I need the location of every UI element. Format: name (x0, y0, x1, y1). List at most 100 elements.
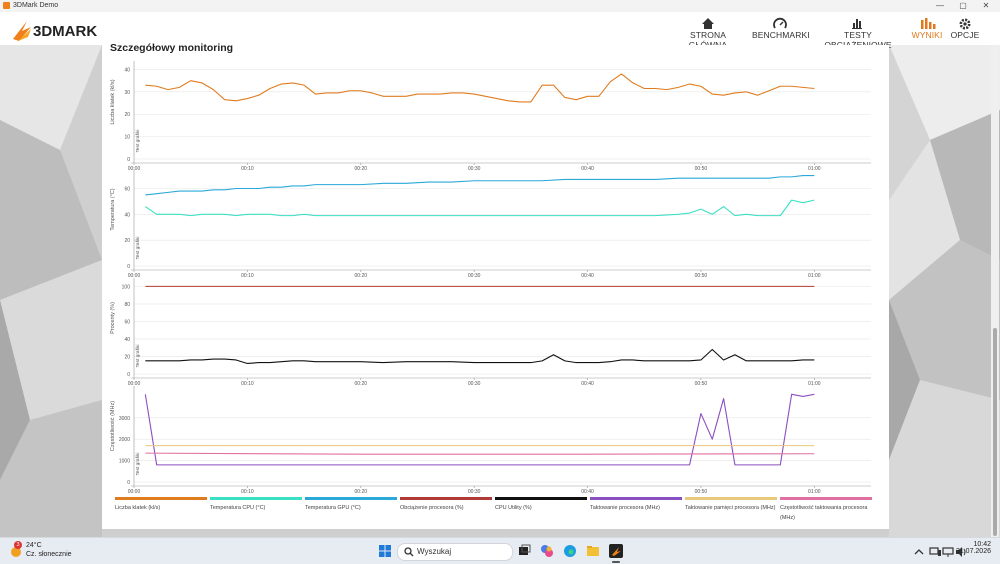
x-tick-label: 00:30 (468, 489, 481, 495)
legend-swatch (305, 497, 397, 500)
x-tick-label: 00:20 (355, 381, 368, 387)
legend-label: Taktowanie procesora (MHz) (590, 505, 660, 511)
scrollbar-thumb[interactable] (993, 328, 997, 536)
nav-options[interactable]: OPCJE (950, 12, 980, 45)
y-tick-label: 40 (124, 212, 130, 218)
tray-date: 31.07.2026 (955, 548, 991, 555)
legend-item[interactable]: Temperatura CPU (°C) (210, 497, 302, 513)
tray-network-icon[interactable] (941, 545, 955, 559)
legend-swatch (400, 497, 492, 500)
legend-label: CPU Utility (%) (495, 505, 532, 511)
legend-swatch (495, 497, 587, 500)
weather-desc: Cz. słonecznie (26, 551, 72, 558)
x-tick-label: 00:20 (355, 489, 368, 495)
series-line (145, 452, 815, 455)
x-tick-label: 00:10 (241, 489, 254, 495)
window-title: 3DMark Demo (13, 2, 59, 9)
legend-label: Temperatura GPU (°C) (305, 505, 361, 511)
legend-label: Liczba klatek (kl/s) (115, 505, 161, 511)
y-tick-label: 20 (124, 238, 130, 244)
y-tick-label: 2000 (119, 437, 130, 443)
nav-home[interactable]: STRONA GŁÓWNA (673, 12, 743, 50)
logo-flame-icon (13, 21, 31, 41)
y-tick-label: 20 (124, 354, 130, 360)
page-scrollbar[interactable] (991, 45, 999, 537)
widgets-icon[interactable] (540, 544, 554, 558)
x-tick-label: 01:00 (808, 381, 821, 387)
3dmark-taskbar-icon[interactable] (609, 544, 623, 558)
minimize-button[interactable]: — (936, 1, 944, 10)
weather-badge: 3 (14, 541, 22, 549)
x-tick-label: 00:40 (581, 273, 594, 279)
x-tick-label: 00:30 (468, 166, 481, 172)
legend-swatch (210, 497, 302, 500)
legend-item[interactable]: Liczba klatek (kl/s) (115, 497, 207, 513)
tray-display-icon[interactable] (928, 545, 942, 559)
legend-item[interactable]: Częstotliwość taktowania procesora (MHz) (780, 497, 872, 523)
bar-chart-icon (852, 19, 862, 29)
y-tick-label: 0 (127, 264, 130, 270)
file-explorer-icon[interactable] (586, 544, 600, 558)
x-tick-label: 00:10 (241, 166, 254, 172)
windows-start-icon[interactable] (378, 544, 392, 558)
y-tick-label: 80 (124, 302, 130, 308)
tray-time: 10:42 (973, 541, 991, 548)
y-tick-label: 40 (124, 337, 130, 343)
monitoring-charts: 0 10 20 30 40 00:00 00:10 00:20 00:30 00:40 00:50 0… (110, 61, 871, 495)
nav-stress-tests[interactable]: TESTY OBCIĄŻENIOWE (815, 12, 901, 50)
nav-benchmarks[interactable]: BENCHMARKI (752, 12, 810, 45)
home-icon (702, 18, 714, 29)
taskbar-search[interactable]: Wyszukaj (397, 543, 513, 561)
legend-label: Obciążenie procesora (%) (400, 505, 464, 511)
maximize-button[interactable]: ▢ (959, 1, 967, 10)
x-tick-label: 00:50 (695, 381, 708, 387)
tray-chevron-up-icon[interactable] (912, 545, 926, 559)
y-tick-label: 60 (124, 319, 130, 325)
3dmark-logo[interactable]: 3DMARK (9, 17, 119, 48)
legend-label: Taktowanie pamięci procesora (MHz) (685, 505, 776, 511)
active-app-indicator (612, 561, 620, 563)
y-tick-label: 3000 (119, 416, 130, 422)
series-line (145, 175, 815, 196)
windows-taskbar: 3 24°C Cz. słonecznie Wyszukaj 10:42 31.… (0, 537, 1000, 564)
tray-volume-icon[interactable] (954, 545, 968, 559)
logo-text: 3DMARK (33, 23, 97, 40)
x-tick-label: 00:00 (128, 273, 141, 279)
x-tick-label: 00:50 (695, 273, 708, 279)
app-icon (3, 2, 10, 9)
tray-clock[interactable]: 10:42 31.07.2026 (955, 541, 991, 555)
test-phase-label: Test grafiki (135, 345, 141, 368)
legend-swatch (685, 497, 777, 500)
legend-item[interactable]: Temperatura GPU (°C) (305, 497, 397, 513)
legend-swatch (780, 497, 872, 500)
test-phase-label: Test grafiki (135, 453, 141, 476)
legend-item[interactable]: Taktowanie pamięci procesora (MHz) (685, 497, 777, 513)
edge-browser-icon[interactable] (563, 544, 577, 558)
nav-results[interactable]: WYNIKI (910, 12, 944, 45)
y-tick-label: 10 (124, 135, 130, 141)
series-line (145, 348, 815, 365)
y-tick-label: 40 (124, 67, 130, 73)
x-tick-label: 00:50 (695, 166, 708, 172)
legend-item[interactable]: Taktowanie procesora (MHz) (590, 497, 682, 513)
y-tick-label: 60 (124, 187, 130, 193)
x-tick-label: 00:40 (581, 489, 594, 495)
test-phase-label: Test grafiki (135, 130, 141, 153)
nav-benchmarks-label: BENCHMARKI (752, 30, 810, 40)
y-tick-label: 20 (124, 112, 130, 118)
x-tick-label: 00:10 (241, 273, 254, 279)
y-axis-label: Liczba klatek (kl/s) (110, 79, 116, 124)
task-view-icon[interactable] (517, 544, 531, 558)
series-line (145, 73, 815, 103)
legend-label: Temperatura CPU (°C) (210, 505, 266, 511)
legend-item[interactable]: CPU Utility (%) (495, 497, 587, 513)
x-tick-label: 00:20 (355, 273, 368, 279)
results-icon (921, 18, 936, 29)
x-tick-label: 01:00 (808, 273, 821, 279)
x-tick-label: 00:00 (128, 381, 141, 387)
y-axis-label: Częstotliwość (MHz) (110, 401, 116, 451)
legend-swatch (115, 497, 207, 500)
legend-item[interactable]: Obciążenie procesora (%) (400, 497, 492, 513)
search-placeholder: Wyszukaj (417, 547, 452, 556)
close-button[interactable]: ✕ (982, 1, 990, 10)
